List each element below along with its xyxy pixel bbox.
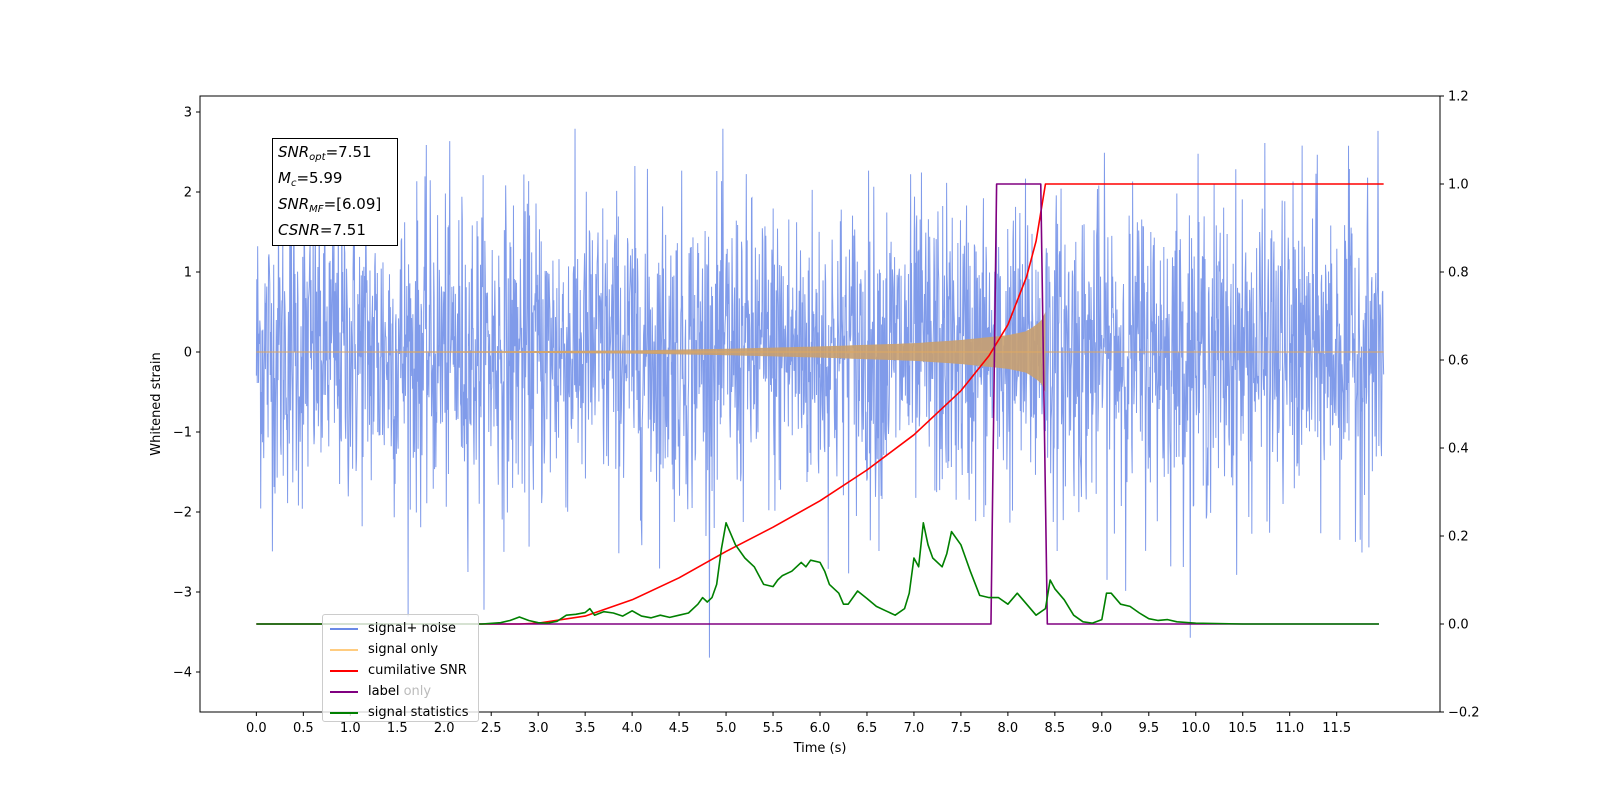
mc-symbol: M bbox=[278, 169, 291, 187]
x-tick-label: 8.5 bbox=[1045, 721, 1066, 736]
x-tick-label: 10.5 bbox=[1228, 721, 1257, 736]
x-axis-ticks: 0.0 0.5 1.0 1.5 2.0 2.5 3.0 3.5 4.0 4.5 5.0 5.5 6.0 6… bbox=[246, 712, 1351, 736]
snr-mf-subscript: MF bbox=[309, 204, 324, 215]
legend-label: signal only bbox=[368, 642, 439, 657]
csnr-symbol: CSNR bbox=[278, 221, 320, 239]
x-tick-label: 9.0 bbox=[1091, 721, 1112, 736]
legend-swatch-cumulative-snr bbox=[330, 669, 358, 672]
legend-label: signal statistics bbox=[368, 705, 469, 720]
signal-noise-line bbox=[255, 128, 1385, 658]
y2-tick-label: 1.0 bbox=[1448, 178, 1469, 193]
signal-only-series bbox=[256, 312, 1384, 392]
y2-tick-label: 0.0 bbox=[1448, 618, 1469, 633]
mc-subscript: c bbox=[290, 178, 297, 189]
y-tick-label: −2 bbox=[173, 506, 192, 521]
snr-opt-subscript: opt bbox=[309, 152, 326, 163]
legend-item-cumulative-snr: cumilative SNR bbox=[327, 660, 474, 681]
y2-tick-label: 0.2 bbox=[1448, 530, 1469, 545]
x-tick-label: 3.0 bbox=[528, 721, 549, 736]
x-tick-label: 1.0 bbox=[340, 721, 361, 736]
y-tick-label: −4 bbox=[173, 666, 192, 681]
y2-tick-label: 0.6 bbox=[1448, 354, 1469, 369]
signal-statistics-line bbox=[256, 522, 1379, 625]
y2-tick-label: −0.2 bbox=[1448, 706, 1480, 721]
snr-mf-line: SNRMF=[6.09] bbox=[278, 194, 393, 220]
x-tick-label: 7.0 bbox=[904, 721, 925, 736]
y-axis-ticks: 3 2 1 0 −1 −2 −3 −4 bbox=[173, 106, 200, 681]
y2-axis-ticks: 1.2 1.0 0.8 0.6 0.4 0.2 0.0 −0.2 bbox=[1440, 90, 1480, 721]
snr-opt-value: =7.51 bbox=[325, 143, 372, 161]
signal-noise-series bbox=[255, 128, 1385, 658]
x-tick-label: 4.0 bbox=[622, 721, 643, 736]
x-tick-label: 8.0 bbox=[998, 721, 1019, 736]
x-tick-label: 6.0 bbox=[810, 721, 831, 736]
legend-swatch-signal-noise bbox=[330, 627, 358, 630]
snr-info-box: SNRopt=7.51 Mc=5.99 SNRMF=[6.09] CSNR=7.… bbox=[272, 138, 398, 246]
snr-mf-value: =[6.09] bbox=[323, 195, 382, 213]
y-axis-label: Whitened strain bbox=[149, 352, 164, 455]
y2-tick-label: 0.4 bbox=[1448, 442, 1469, 457]
legend-swatch-label bbox=[330, 690, 358, 693]
y-tick-label: 3 bbox=[184, 106, 192, 121]
label-line bbox=[256, 183, 1379, 625]
y-tick-label: −1 bbox=[173, 426, 192, 441]
y-tick-label: 2 bbox=[184, 186, 192, 201]
x-tick-label: 10.0 bbox=[1181, 721, 1210, 736]
legend-label: label only label bbox=[368, 684, 431, 699]
x-tick-label: 9.5 bbox=[1138, 721, 1159, 736]
legend-item-signal-only: signal only bbox=[327, 639, 474, 660]
legend-label-hidden: label only bbox=[368, 684, 432, 699]
snr-mf-symbol: SNR bbox=[278, 195, 310, 213]
x-tick-label: 11.0 bbox=[1275, 721, 1304, 736]
legend-swatch-signal-only bbox=[330, 648, 358, 651]
x-tick-label: 2.0 bbox=[434, 721, 455, 736]
mc-line: Mc=5.99 bbox=[278, 168, 393, 194]
x-tick-label: 5.5 bbox=[763, 721, 784, 736]
y2-tick-label: 1.2 bbox=[1448, 90, 1469, 105]
x-tick-label: 7.5 bbox=[951, 721, 972, 736]
cumulative-snr-line bbox=[256, 183, 1384, 625]
snr-opt-symbol: SNR bbox=[278, 143, 310, 161]
legend-label: signal+ noise bbox=[368, 621, 457, 636]
y-tick-label: −3 bbox=[173, 586, 192, 601]
legend-item-signal-statistics: signal statistics bbox=[327, 702, 474, 723]
x-tick-label: 5.0 bbox=[716, 721, 737, 736]
y-tick-label: 0 bbox=[184, 346, 192, 361]
legend-label: cumilative SNR bbox=[368, 663, 467, 678]
x-tick-label: 2.5 bbox=[481, 721, 502, 736]
x-axis-label: Time (s) bbox=[793, 741, 847, 756]
x-tick-label: 6.5 bbox=[857, 721, 878, 736]
csnr-line: CSNR=7.51 bbox=[278, 220, 393, 241]
snr-opt-line: SNRopt=7.51 bbox=[278, 142, 393, 168]
x-tick-label: 11.5 bbox=[1322, 721, 1351, 736]
y-tick-label: 1 bbox=[184, 266, 192, 281]
legend-swatch-signal-statistics bbox=[330, 711, 358, 714]
right-axis-series bbox=[256, 183, 1384, 625]
x-tick-label: 0.0 bbox=[246, 721, 267, 736]
legend: signal+ noise signal only cumilative SNR… bbox=[322, 614, 479, 722]
csnr-value: =7.51 bbox=[319, 221, 366, 239]
legend-item-label: label only label bbox=[327, 681, 474, 702]
x-tick-label: 0.5 bbox=[293, 721, 314, 736]
legend-label-visible: label bbox=[368, 684, 400, 699]
mc-value: =5.99 bbox=[296, 169, 343, 187]
x-tick-label: 1.5 bbox=[387, 721, 408, 736]
x-tick-label: 4.5 bbox=[669, 721, 690, 736]
y2-tick-label: 0.8 bbox=[1448, 266, 1469, 281]
legend-item-signal-noise: signal+ noise bbox=[327, 618, 474, 639]
x-tick-label: 3.5 bbox=[575, 721, 596, 736]
